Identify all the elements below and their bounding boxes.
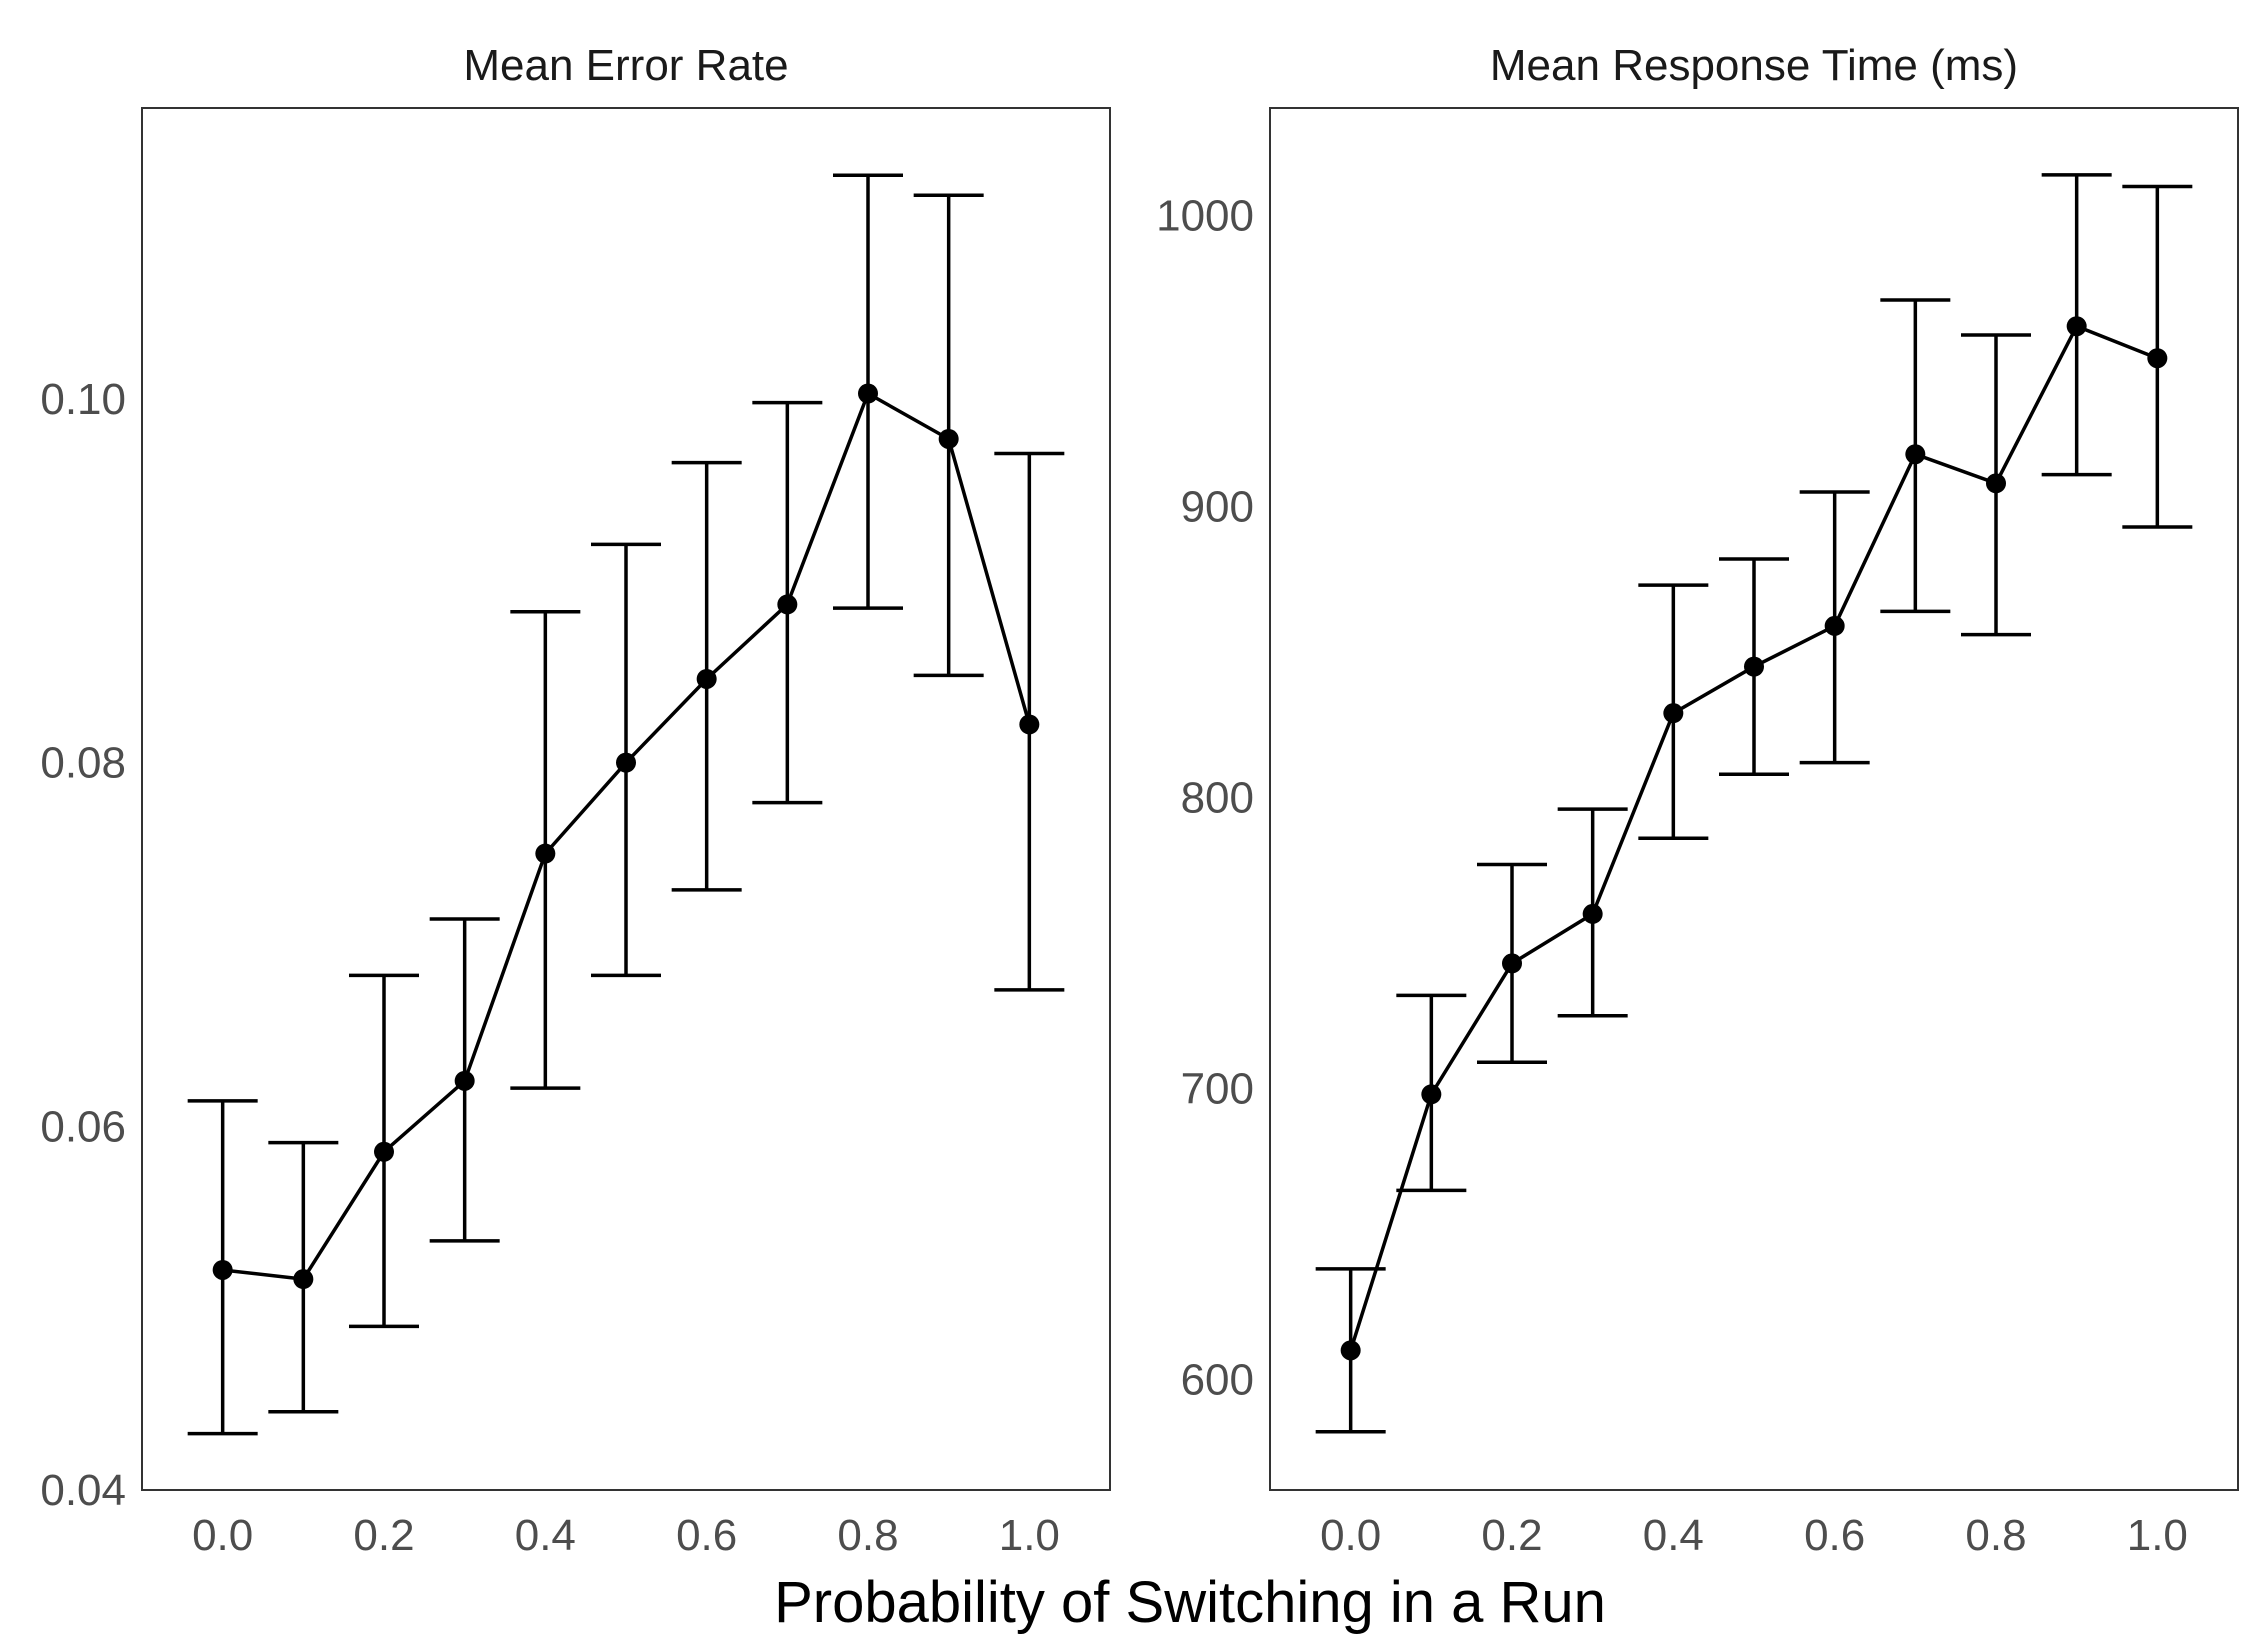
y-tick-label: 1000 <box>1156 192 1254 241</box>
x-tick-label: 1.0 <box>999 1511 1060 1560</box>
data-point <box>1824 615 1845 636</box>
x-tick-labels-response-time: 0.0 0.2 0.4 0.6 0.8 1.0 <box>1320 1511 2188 1560</box>
y-tick-label: 0.06 <box>40 1102 126 1151</box>
data-point <box>2147 348 2168 369</box>
data-point <box>1502 953 1522 974</box>
x-tick-label: 0.0 <box>1320 1511 1381 1560</box>
data-point <box>1582 903 1603 924</box>
data-point <box>454 1070 475 1091</box>
x-tick-label: 0.6 <box>676 1511 737 1560</box>
data-point <box>938 428 959 449</box>
x-tick-labels-error-rate: 0.0 0.2 0.4 0.6 0.8 1.0 <box>192 1511 1060 1560</box>
plot-frame-response-time <box>1269 107 2239 1491</box>
data-point <box>616 752 636 773</box>
data-point <box>374 1141 394 1162</box>
data-point <box>1019 714 1040 735</box>
y-tick-label: 600 <box>1181 1355 1254 1404</box>
series-line-response-time <box>1349 323 2158 1351</box>
error-rate-panel: Mean Error Rate 0.040.060.080.10 0.0 0.2 0… <box>40 41 1111 1560</box>
data-point <box>293 1269 314 1290</box>
plot-frame-error-rate <box>141 107 1111 1491</box>
y-tick-label: 0.08 <box>40 739 126 788</box>
x-tick-label: 0.2 <box>1481 1511 1542 1560</box>
error-bars-error-rate <box>187 173 1065 1436</box>
x-tick-label: 1.0 <box>2127 1511 2188 1560</box>
data-point <box>1986 473 2006 494</box>
error-bars-response-time <box>1315 173 2193 1434</box>
series-line <box>1349 323 2158 1351</box>
y-tick-labels-response-time: 600 700 800 900 1000 <box>1156 192 1254 1405</box>
y-tick-label: 900 <box>1181 483 1254 532</box>
data-point <box>696 668 717 689</box>
data-point <box>212 1259 233 1280</box>
data-point <box>1663 703 1684 724</box>
data-point <box>1340 1340 1361 1361</box>
data-point <box>777 594 798 615</box>
data-point <box>858 383 878 404</box>
x-tick-label: 0.6 <box>1804 1511 1865 1560</box>
response-time-panel: Mean Response Time (ms) 600 700 800 900 1000… <box>1156 41 2239 1560</box>
x-tick-label: 0.4 <box>515 1511 576 1560</box>
data-points-response-time <box>1340 316 2168 1361</box>
y-tick-label: 800 <box>1181 774 1254 823</box>
x-tick-label: 0.4 <box>1643 1511 1704 1560</box>
data-point <box>2066 316 2087 337</box>
data-point <box>1421 1084 1442 1105</box>
y-tick-label: 700 <box>1181 1064 1254 1113</box>
data-points-error-rate <box>212 383 1040 1290</box>
y-tick-labels-error-rate: 0.04 0.06 0.08 0.10 <box>40 375 126 1515</box>
data-point <box>1905 444 1926 465</box>
y-tick-label: 0.10 <box>40 375 126 424</box>
data-point <box>1744 656 1764 677</box>
x-tick-label: 0.2 <box>353 1511 414 1560</box>
panel-title-error-rate: Mean Error Rate <box>463 41 788 90</box>
x-tick-label: 0.0 <box>192 1511 253 1560</box>
x-tick-label: 0.8 <box>1965 1511 2026 1560</box>
x-tick-label: 0.8 <box>837 1511 898 1560</box>
x-axis-title: Probability of Switching in a Run <box>774 1570 1606 1635</box>
data-point <box>535 843 556 864</box>
y-tick-label: 0.04 <box>40 1466 126 1515</box>
panel-title-response-time: Mean Response Time (ms) <box>1490 41 2018 90</box>
